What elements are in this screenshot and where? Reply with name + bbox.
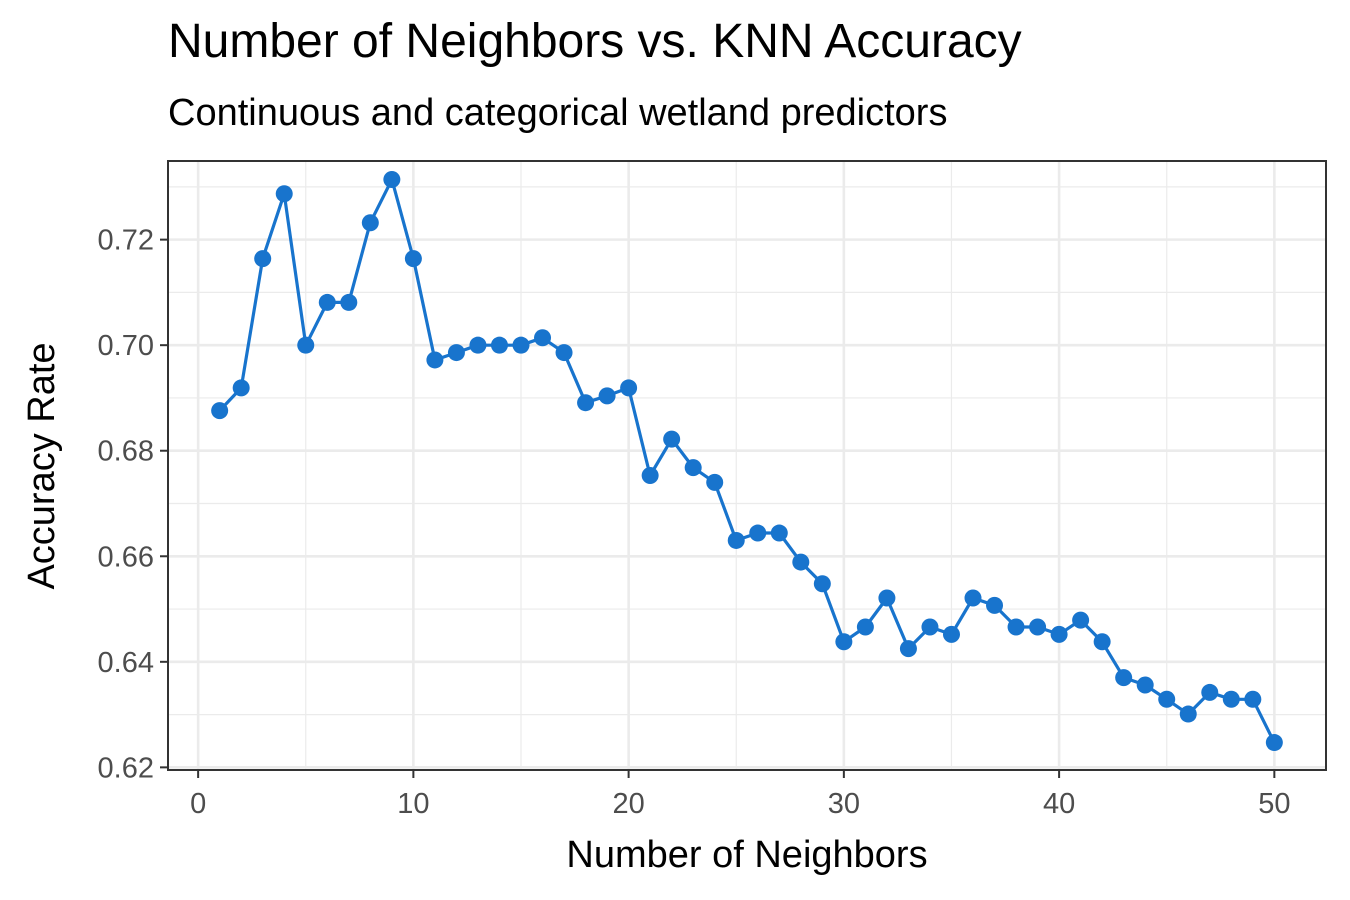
- data-point: [1050, 625, 1068, 643]
- x-tick-label: 20: [612, 788, 644, 820]
- major-gridlines: [168, 161, 1326, 770]
- data-point: [1222, 690, 1240, 708]
- data-point: [254, 250, 272, 268]
- data-point: [856, 618, 874, 636]
- data-point: [598, 387, 616, 405]
- data-point: [232, 379, 250, 397]
- data-point: [404, 250, 422, 268]
- x-axis: 0 10 20 30 40 50: [190, 770, 1290, 820]
- data-point: [770, 524, 788, 542]
- data-point: [340, 293, 358, 311]
- data-point: [813, 575, 831, 593]
- data-point: [490, 336, 508, 354]
- data-point: [1072, 611, 1090, 629]
- data-point: [706, 473, 724, 491]
- data-point: [361, 214, 379, 232]
- data-point: [835, 633, 853, 651]
- minor-gridlines: [168, 161, 1326, 770]
- y-tick-label: 0.66: [98, 541, 154, 573]
- y-tick-label: 0.62: [98, 752, 154, 784]
- data-point: [1007, 618, 1025, 636]
- plot-panel-background: [168, 161, 1326, 770]
- data-point: [727, 531, 745, 549]
- data-point: [447, 344, 465, 362]
- y-tick-label: 0.64: [98, 647, 154, 679]
- data-point: [1115, 669, 1133, 687]
- x-tick-label: 40: [1043, 788, 1075, 820]
- x-tick-label: 0: [190, 788, 206, 820]
- x-axis-title: Number of Neighbors: [566, 834, 927, 876]
- data-point: [318, 293, 336, 311]
- data-point: [275, 185, 293, 203]
- chart-subtitle: Continuous and categorical wetland predi…: [168, 92, 948, 134]
- data-point: [1244, 690, 1262, 708]
- data-point: [792, 553, 810, 571]
- series-layer: [211, 170, 1283, 752]
- data-point: [555, 344, 573, 362]
- y-tick-label: 0.68: [98, 436, 154, 468]
- data-point: [1136, 676, 1154, 694]
- data-point: [663, 430, 681, 448]
- data-point: [749, 524, 767, 542]
- data-point: [1093, 633, 1111, 651]
- data-point: [1201, 683, 1219, 701]
- x-tick-label: 30: [828, 788, 860, 820]
- data-point: [469, 336, 487, 354]
- data-point: [964, 589, 982, 607]
- x-tick-label: 50: [1258, 788, 1290, 820]
- y-tick-label: 0.72: [98, 225, 154, 257]
- data-point: [921, 618, 939, 636]
- data-point: [1029, 618, 1047, 636]
- data-point: [878, 589, 896, 607]
- data-point: [1179, 705, 1197, 723]
- data-point: [211, 402, 229, 420]
- y-axis: 0.62 0.64 0.66 0.68 0.70 0.72: [98, 225, 168, 784]
- data-point: [512, 336, 530, 354]
- x-tick-label: 10: [397, 788, 429, 820]
- data-point: [620, 379, 638, 397]
- data-point: [1265, 734, 1283, 752]
- data-point: [899, 640, 917, 658]
- chart-title: Number of Neighbors vs. KNN Accuracy: [168, 15, 1022, 68]
- plot-panel-border: [167, 160, 1327, 771]
- data-point: [577, 394, 595, 412]
- data-point: [383, 170, 401, 188]
- data-point: [641, 467, 659, 485]
- data-point: [986, 596, 1004, 614]
- data-point: [1158, 690, 1176, 708]
- data-point: [534, 329, 552, 347]
- data-point: [942, 625, 960, 643]
- data-point: [684, 459, 702, 477]
- data-point: [297, 336, 315, 354]
- y-axis-title: Accuracy Rate: [21, 342, 63, 589]
- y-tick-label: 0.70: [98, 330, 154, 362]
- data-point: [426, 351, 444, 369]
